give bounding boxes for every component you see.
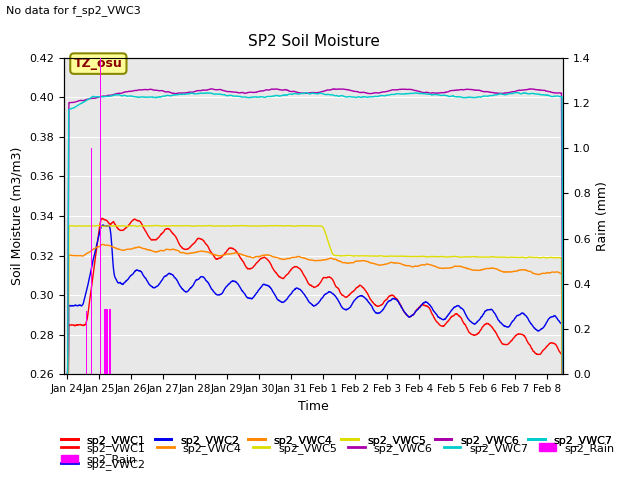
Bar [106,309,107,374]
Y-axis label: Raim (mm): Raim (mm) [596,181,609,251]
Bar [86,311,87,374]
Title: SP2 Soil Moisture: SP2 Soil Moisture [248,35,380,49]
Bar [100,58,101,374]
Legend: sp2_VWC1, sp2_VWC2, sp2_VWC4, sp2_VWC5, sp2_VWC6, sp2_VWC7, sp2_Rain: sp2_VWC1, sp2_VWC2, sp2_VWC4, sp2_VWC5, … [57,438,620,474]
Y-axis label: Soil Moisture (m3/m3): Soil Moisture (m3/m3) [11,147,24,285]
Bar [109,309,110,374]
Legend: sp2_Rain: sp2_Rain [57,450,141,469]
Bar [110,309,111,374]
Bar [91,148,92,374]
Bar [104,309,106,374]
Text: TZ_osu: TZ_osu [74,57,123,70]
Text: No data for f_sp2_VWC3: No data for f_sp2_VWC3 [6,5,141,16]
Legend: sp2_VWC1, sp2_VWC2, sp2_VWC4, sp2_VWC5, sp2_VWC6, sp2_VWC7: sp2_VWC1, sp2_VWC2, sp2_VWC4, sp2_VWC5, … [57,431,617,450]
X-axis label: Time: Time [298,400,329,413]
